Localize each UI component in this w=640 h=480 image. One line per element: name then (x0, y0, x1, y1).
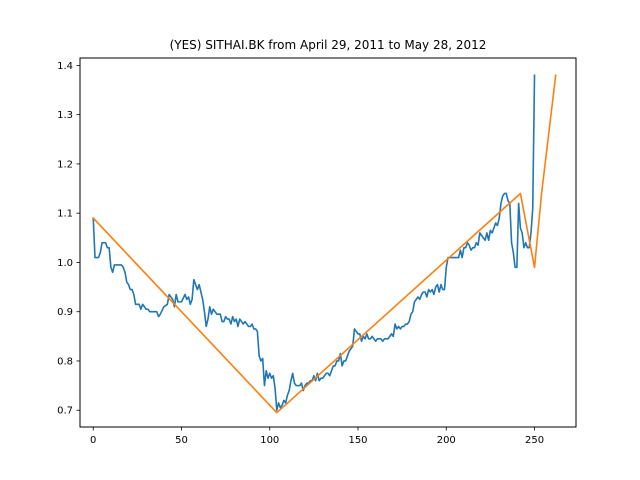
y-tick-label: 0.9 (57, 307, 73, 318)
y-tick-label: 1.1 (57, 209, 73, 220)
axes-frame (79, 57, 577, 428)
y-tick-label: 0.8 (57, 356, 73, 367)
y-tick-label: 1.3 (57, 110, 73, 121)
y-tick-label: 1.2 (57, 159, 73, 170)
plot-area (79, 57, 577, 428)
x-tick-label: 0 (90, 435, 96, 446)
y-tick-label: 0.7 (57, 406, 73, 417)
chart-title: (YES) SITHAI.BK from April 29, 2011 to M… (170, 38, 487, 52)
x-tick-label: 250 (525, 435, 544, 446)
x-tick-label: 150 (348, 435, 367, 446)
series-layer (92, 74, 557, 414)
trend-series-line (92, 74, 557, 414)
y-tick-label: 1.0 (57, 258, 73, 269)
price-series-line (92, 74, 536, 412)
x-tick-label: 100 (260, 435, 279, 446)
x-axis: 0 50 100 150 200 250 (90, 427, 544, 446)
y-tick-label: 1.4 (57, 61, 73, 72)
x-tick-label: 200 (437, 435, 456, 446)
y-axis: 0.7 0.8 0.9 1.0 1.1 1.2 1.3 1.4 (57, 61, 80, 417)
x-tick-label: 50 (175, 435, 188, 446)
